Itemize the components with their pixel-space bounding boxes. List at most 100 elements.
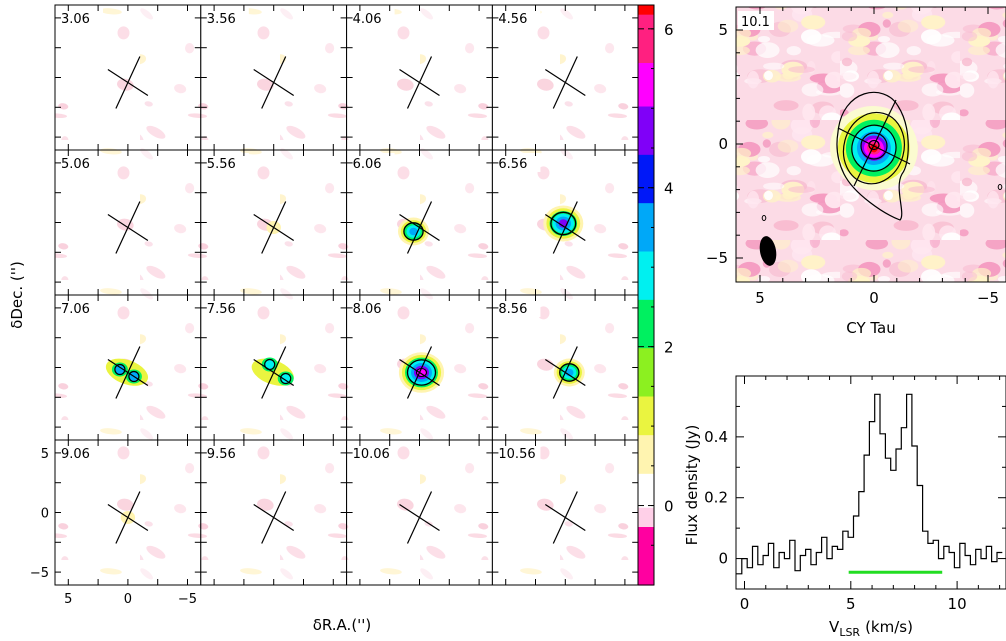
colorbar-segment [638,551,654,557]
channel-panel-background [346,5,493,150]
channel-panel: 4.56 [491,4,639,151]
colorbar-segment [638,406,654,412]
colorbar-segment [638,53,654,59]
channel-map-grid: 3.06 3.56 4.06 4.56 5.06 5.56 6.06 6.56 7.06 7.56… [30,4,639,607]
channel-panel-background [200,440,347,585]
colorbar-segment [638,512,654,518]
colorbar-segment [638,34,654,40]
moment-y-tick-label: 5 [718,21,728,39]
colorbar-segment [638,145,654,151]
channel-panel: 7.56 [200,294,348,441]
colorbar-segment [638,493,654,499]
disk-major-axis [406,346,433,399]
colorbar-segment [638,150,654,156]
velocity-label-bg [202,153,249,172]
colorbar-segment [638,92,654,98]
channel-panel: 8.06 [346,294,493,441]
colorbar-segment [638,319,654,325]
colorbar-segment [638,556,654,562]
channel-panel: 4.06 [346,4,493,151]
moment-contour [842,111,905,185]
emission-contour [550,211,577,236]
colorbar-segment [638,266,654,272]
colorbar-segment [638,179,654,185]
spectrum-x-tick-label: 5 [846,595,856,613]
colorbar-segment [638,362,654,369]
velocity-label-bg [57,298,103,317]
colorbar-segment [638,77,654,83]
colorbar-segment [638,420,654,427]
colorbar-segment [638,154,654,161]
colorbar-segment [638,290,654,296]
colorbar-segment [638,24,654,30]
y-tick-label: −5 [30,566,49,581]
colorbar-tick-label: 4 [664,180,674,198]
velocity-label-bg [202,298,249,317]
colorbar-segment [638,391,654,398]
colorbar-segment [638,237,654,243]
colorbar-segment [638,507,654,514]
disk-major-axis [115,56,141,109]
spectrum-y-tick-label: 0.4 [704,428,728,446]
disk-major-axis [115,201,141,254]
colorbar-segment [638,357,654,364]
colorbar-segment [638,531,654,538]
colorbar-frame [637,4,655,586]
colorbar-segment [638,227,654,233]
disk-major-axis [552,201,578,254]
colorbar-segment [638,29,654,35]
colorbar-segment [638,203,654,209]
colorbar-segment [638,444,654,451]
colorbar-segment [638,372,654,378]
moment-contour [868,139,880,151]
velocity-label: 3.56 [207,12,236,27]
colorbar-segment [638,367,654,373]
noise-contour [997,184,1003,190]
colorbar: 6 4 2 0 [637,4,674,586]
velocity-label-bg [57,8,103,27]
colorbar-segment [638,324,654,330]
disk-major-axis [261,346,287,399]
velocity-label-bg [57,443,103,462]
colorbar-segment [638,541,654,547]
velocity-label: 9.56 [207,447,236,462]
spectrum-x-tick-label: 10 [948,595,967,613]
velocity-label: 4.06 [353,12,382,27]
colorbar-segment [638,473,654,480]
channel-panel: 5.56 [200,149,348,296]
channel-panel: 9.06 [54,439,202,586]
disk-major-axis [552,346,578,399]
spectrum-xlabel-units: (km/s) [865,618,913,636]
colorbar-tick-label: 6 [664,21,674,39]
colorbar-segment [638,343,654,349]
channel-panel: 8.56 [491,294,639,441]
colorbar-segment [638,522,654,528]
colorbar-segment [638,338,654,344]
disk-major-axis [406,56,433,109]
channel-panel-background [492,440,639,585]
colorbar-segment [638,498,654,504]
velocity-label-bg [494,298,541,317]
channel-panel: 10.06 [346,439,493,586]
colorbar-segment [638,251,654,257]
colorbar-segment [638,580,654,586]
moment-x-tick-label: −5 [977,289,999,307]
moment-contour [860,132,888,160]
colorbar-segment [638,483,654,489]
velocity-label-bg [57,153,103,172]
velocity-label: 6.06 [353,157,382,172]
velocity-label: 5.56 [207,157,236,172]
colorbar-segment [638,401,654,407]
colorbar-segment [638,43,654,50]
colorbar-segment [638,415,654,422]
spectrum-xlabel: VLSR (km/s) [829,618,913,639]
velocity-label: 5.06 [61,157,90,172]
velocity-label-bg [494,443,541,462]
channel-panel: 7.06 [54,294,202,441]
channel-panel-background [55,5,201,150]
colorbar-segment [638,164,654,170]
beam-ellipse [759,236,777,266]
emission-core [280,372,292,385]
colorbar-segment [638,430,654,436]
